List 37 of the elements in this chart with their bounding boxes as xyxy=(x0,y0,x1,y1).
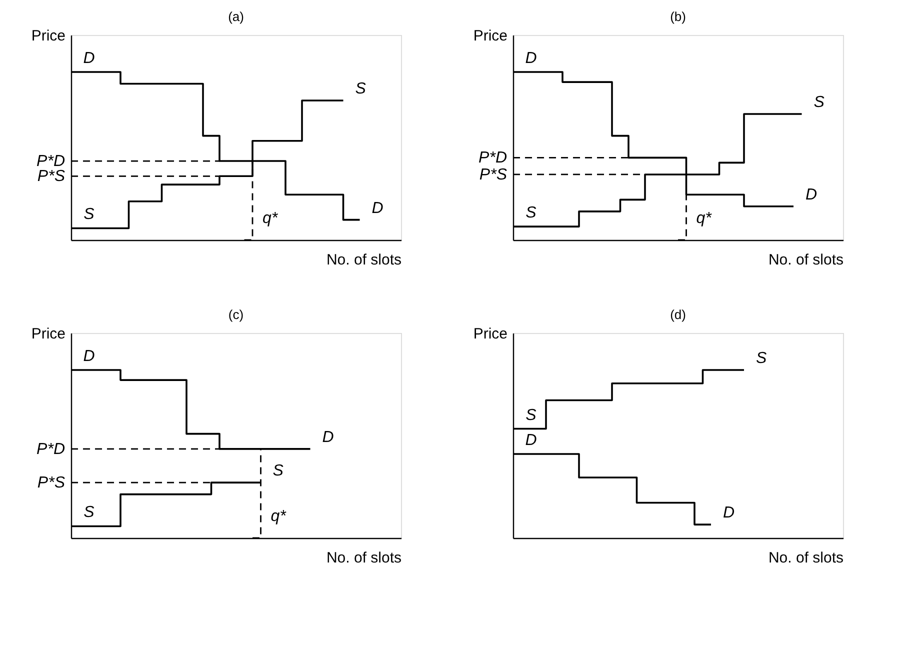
series-label: P*S xyxy=(37,168,66,186)
series-label: D xyxy=(83,50,96,67)
series-label: q* xyxy=(270,508,287,525)
text: D xyxy=(372,200,384,217)
series-label: P*D xyxy=(36,153,66,170)
series-label: P*S xyxy=(37,474,66,492)
series-label: P*S xyxy=(479,166,508,184)
chart-title: (d) xyxy=(670,307,686,322)
series-label: S xyxy=(84,206,95,224)
series-label: S xyxy=(84,504,95,522)
series-label: P*D xyxy=(36,440,66,458)
x-axis-title: No. of slots xyxy=(768,252,844,268)
chart-title: (a) xyxy=(228,9,244,24)
series-label: q* xyxy=(262,210,278,227)
y-axis-title: Price xyxy=(31,28,66,44)
series-label: D xyxy=(525,432,538,449)
x-axis-title: No. of slots xyxy=(768,550,844,566)
chart-title: (b) xyxy=(670,9,686,24)
series-label: q* xyxy=(696,210,712,227)
text: D xyxy=(723,504,735,522)
text: D xyxy=(806,186,818,204)
series-label: P*D xyxy=(478,150,508,167)
y-axis-title: Price xyxy=(473,326,508,342)
text: S xyxy=(272,462,284,480)
x-axis-title: No. of slots xyxy=(326,550,402,566)
series-label: S xyxy=(526,406,537,424)
chart-title: (c) xyxy=(228,307,244,322)
x-axis-title: No. of slots xyxy=(326,252,402,268)
series-label: D xyxy=(83,348,96,365)
text: S xyxy=(756,350,767,367)
y-axis-title: Price xyxy=(473,28,508,44)
series-label: S xyxy=(526,204,537,222)
series-label: D xyxy=(525,50,538,67)
text: S xyxy=(355,80,366,98)
text: S xyxy=(814,94,824,111)
y-axis-title: Price xyxy=(31,326,66,342)
text: D xyxy=(322,428,334,446)
